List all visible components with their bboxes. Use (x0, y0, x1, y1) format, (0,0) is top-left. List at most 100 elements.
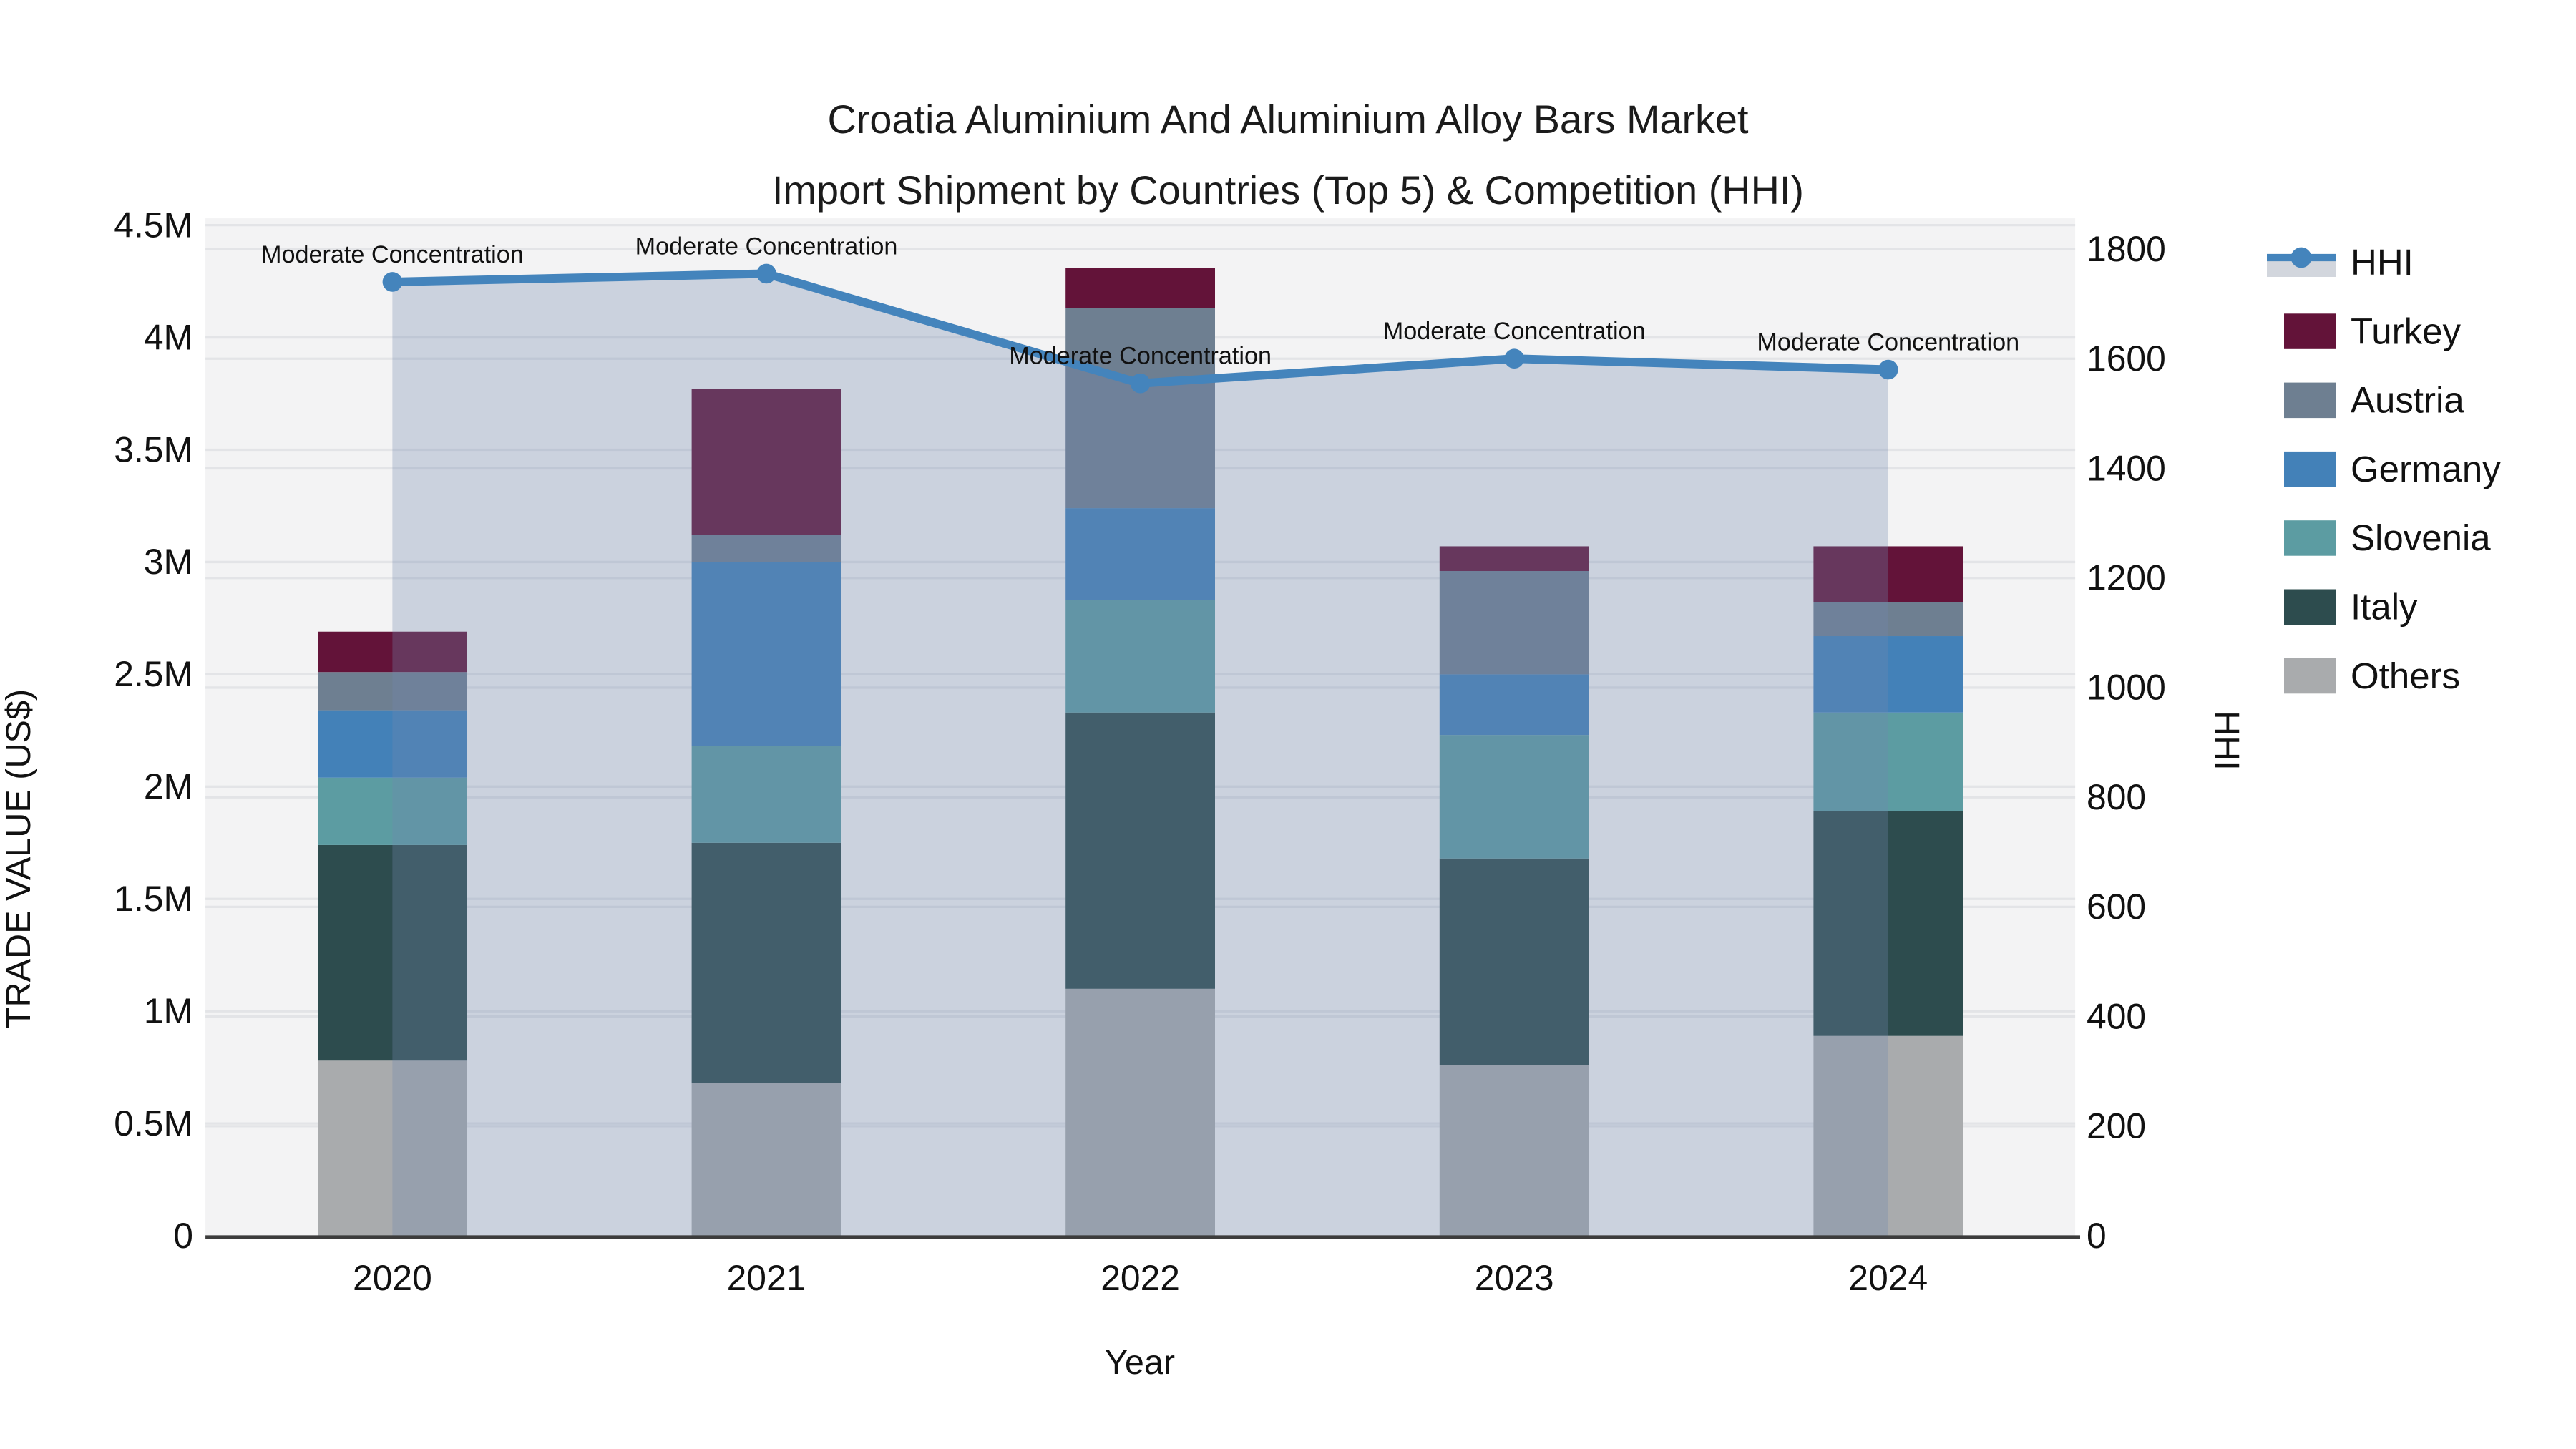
legend-label-italy: Italy (2351, 587, 2418, 628)
x-axis-tick-2020: 2020 (353, 1258, 432, 1298)
legend-swatch-slovenia (2284, 520, 2336, 556)
hhi-marker-2023[interactable] (1504, 348, 1525, 369)
bar-2022-germany (1065, 508, 1215, 600)
bar-2024-italy (1813, 811, 1963, 1036)
bar-2020-slovenia (318, 777, 467, 845)
left-axis-tick-4.5M: 4.5M (114, 205, 193, 245)
bar-2022-italy (1065, 712, 1215, 989)
legend-item-turkey[interactable]: Turkey (2284, 311, 2461, 351)
chart-title-line1: Croatia Aluminium And Aluminium Alloy Ba… (828, 97, 1749, 142)
left-axis-tick-0: 0 (173, 1216, 193, 1256)
bar-2024-turkey (1813, 546, 1963, 602)
legend-swatch-others (2284, 658, 2336, 694)
hhi-marker-2022[interactable] (1130, 373, 1151, 394)
bar-2022-slovenia (1065, 600, 1215, 713)
hhi-legend-marker-icon (2290, 247, 2312, 268)
left-axis-title: TRADE VALUE (US$) (0, 689, 38, 1028)
bar-2023-turkey (1439, 546, 1589, 571)
hhi-area-fill-layer (392, 273, 1888, 1236)
right-axis-tick-1000: 1000 (2087, 668, 2166, 708)
right-axis-title: HHI (2207, 711, 2246, 771)
legend-item-others[interactable]: Others (2284, 655, 2460, 696)
bar-2021-turkey (691, 389, 841, 535)
legend-item-slovenia[interactable]: Slovenia (2284, 517, 2491, 558)
bar-2021-austria (691, 535, 841, 562)
bar-2021-italy (691, 842, 841, 1083)
bar-2022-turkey (1065, 268, 1215, 308)
right-axis-tick-200: 200 (2087, 1106, 2146, 1146)
legend-item-germany[interactable]: Germany (2284, 449, 2501, 489)
legend-label-slovenia: Slovenia (2351, 517, 2491, 558)
bar-2020-turkey (318, 631, 467, 673)
bar-2023-italy (1439, 858, 1589, 1065)
left-axis-tick-2M: 2M (144, 766, 193, 806)
legend-item-italy[interactable]: Italy (2284, 587, 2418, 628)
left-axis-tick-1.5M: 1.5M (114, 879, 193, 919)
legend-label-turkey: Turkey (2351, 311, 2461, 351)
bar-2021-germany (691, 562, 841, 746)
axis-ticks-layer: 0 0.5M 1M 1.5M 2M 2.5M 3M 3.5M 4M 4.5M 0 200 400 600 8… (114, 205, 2166, 1298)
stacked-bars-layer (318, 268, 1963, 1236)
bar-2024-austria (1813, 602, 1963, 637)
annotation-2024: Moderate Concentration (1757, 329, 2019, 356)
hhi-area-fill (392, 273, 1888, 1236)
bar-2024-slovenia (1813, 712, 1963, 811)
annotation-2021: Moderate Concentration (635, 233, 898, 260)
x-axis-title: Year (1105, 1343, 1175, 1382)
hhi-line-layer (382, 263, 1898, 394)
annotation-2023: Moderate Concentration (1383, 318, 1646, 345)
annotation-2022: Moderate Concentration (1009, 343, 1272, 370)
annotations-layer: Moderate Concentration Moderate Concentra… (261, 233, 2019, 369)
legend-label-hhi: HHI (2351, 242, 2414, 283)
bar-2023-slovenia (1439, 735, 1589, 859)
left-axis-tick-0.5M: 0.5M (114, 1103, 193, 1143)
right-axis-tick-1600: 1600 (2087, 338, 2166, 379)
bar-2020-austria (318, 672, 467, 711)
left-axis-tick-3.5M: 3.5M (114, 429, 193, 469)
bar-2020-germany (318, 710, 467, 778)
left-axis-tick-2.5M: 2.5M (114, 654, 193, 694)
legend-item-hhi[interactable]: HHI (2267, 242, 2414, 283)
left-axis-tick-4M: 4M (144, 317, 193, 357)
hhi-marker-2021[interactable] (756, 263, 776, 284)
x-axis-tick-2024: 2024 (1848, 1258, 1928, 1298)
bar-2020-italy (318, 844, 467, 1061)
annotation-2020: Moderate Concentration (261, 241, 524, 268)
x-axis-tick-2021: 2021 (727, 1258, 806, 1298)
legend-label-austria: Austria (2351, 380, 2464, 421)
legend: HHI Turkey Austria Germany Slovenia Italy Othe… (2267, 242, 2501, 696)
bar-2021-others (691, 1083, 841, 1236)
chart-title-line2: Import Shipment by Countries (Top 5) & C… (772, 167, 1804, 213)
x-axis-tick-2022: 2022 (1101, 1258, 1180, 1298)
right-axis-tick-1200: 1200 (2087, 557, 2166, 597)
bar-2022-austria (1065, 308, 1215, 509)
bar-2023-austria (1439, 570, 1589, 675)
legend-label-others: Others (2351, 655, 2460, 696)
bar-2024-germany (1813, 636, 1963, 713)
right-axis-tick-1800: 1800 (2087, 229, 2166, 269)
x-axis-tick-2023: 2023 (1475, 1258, 1554, 1298)
bar-2022-others (1065, 988, 1215, 1236)
bar-2023-germany (1439, 674, 1589, 736)
bar-2021-slovenia (691, 746, 841, 843)
legend-swatch-turkey (2284, 313, 2336, 349)
bar-2023-others (1439, 1065, 1589, 1236)
bar-2024-others (1813, 1035, 1963, 1236)
right-axis-tick-400: 400 (2087, 996, 2146, 1036)
right-axis-tick-600: 600 (2087, 887, 2146, 927)
legend-swatch-germany (2284, 451, 2336, 487)
right-axis-tick-1400: 1400 (2087, 448, 2166, 488)
right-axis-tick-800: 800 (2087, 777, 2146, 817)
legend-label-germany: Germany (2351, 449, 2501, 489)
bar-2020-others (318, 1060, 467, 1236)
legend-item-austria[interactable]: Austria (2284, 380, 2464, 421)
hhi-marker-2024[interactable] (1878, 359, 1898, 380)
right-axis-tick-0: 0 (2087, 1216, 2107, 1256)
hhi-marker-2020[interactable] (382, 272, 403, 292)
left-axis-tick-1M: 1M (144, 991, 193, 1031)
left-axis-tick-3M: 3M (144, 542, 193, 582)
legend-swatch-italy (2284, 589, 2336, 625)
legend-swatch-austria (2284, 382, 2336, 419)
